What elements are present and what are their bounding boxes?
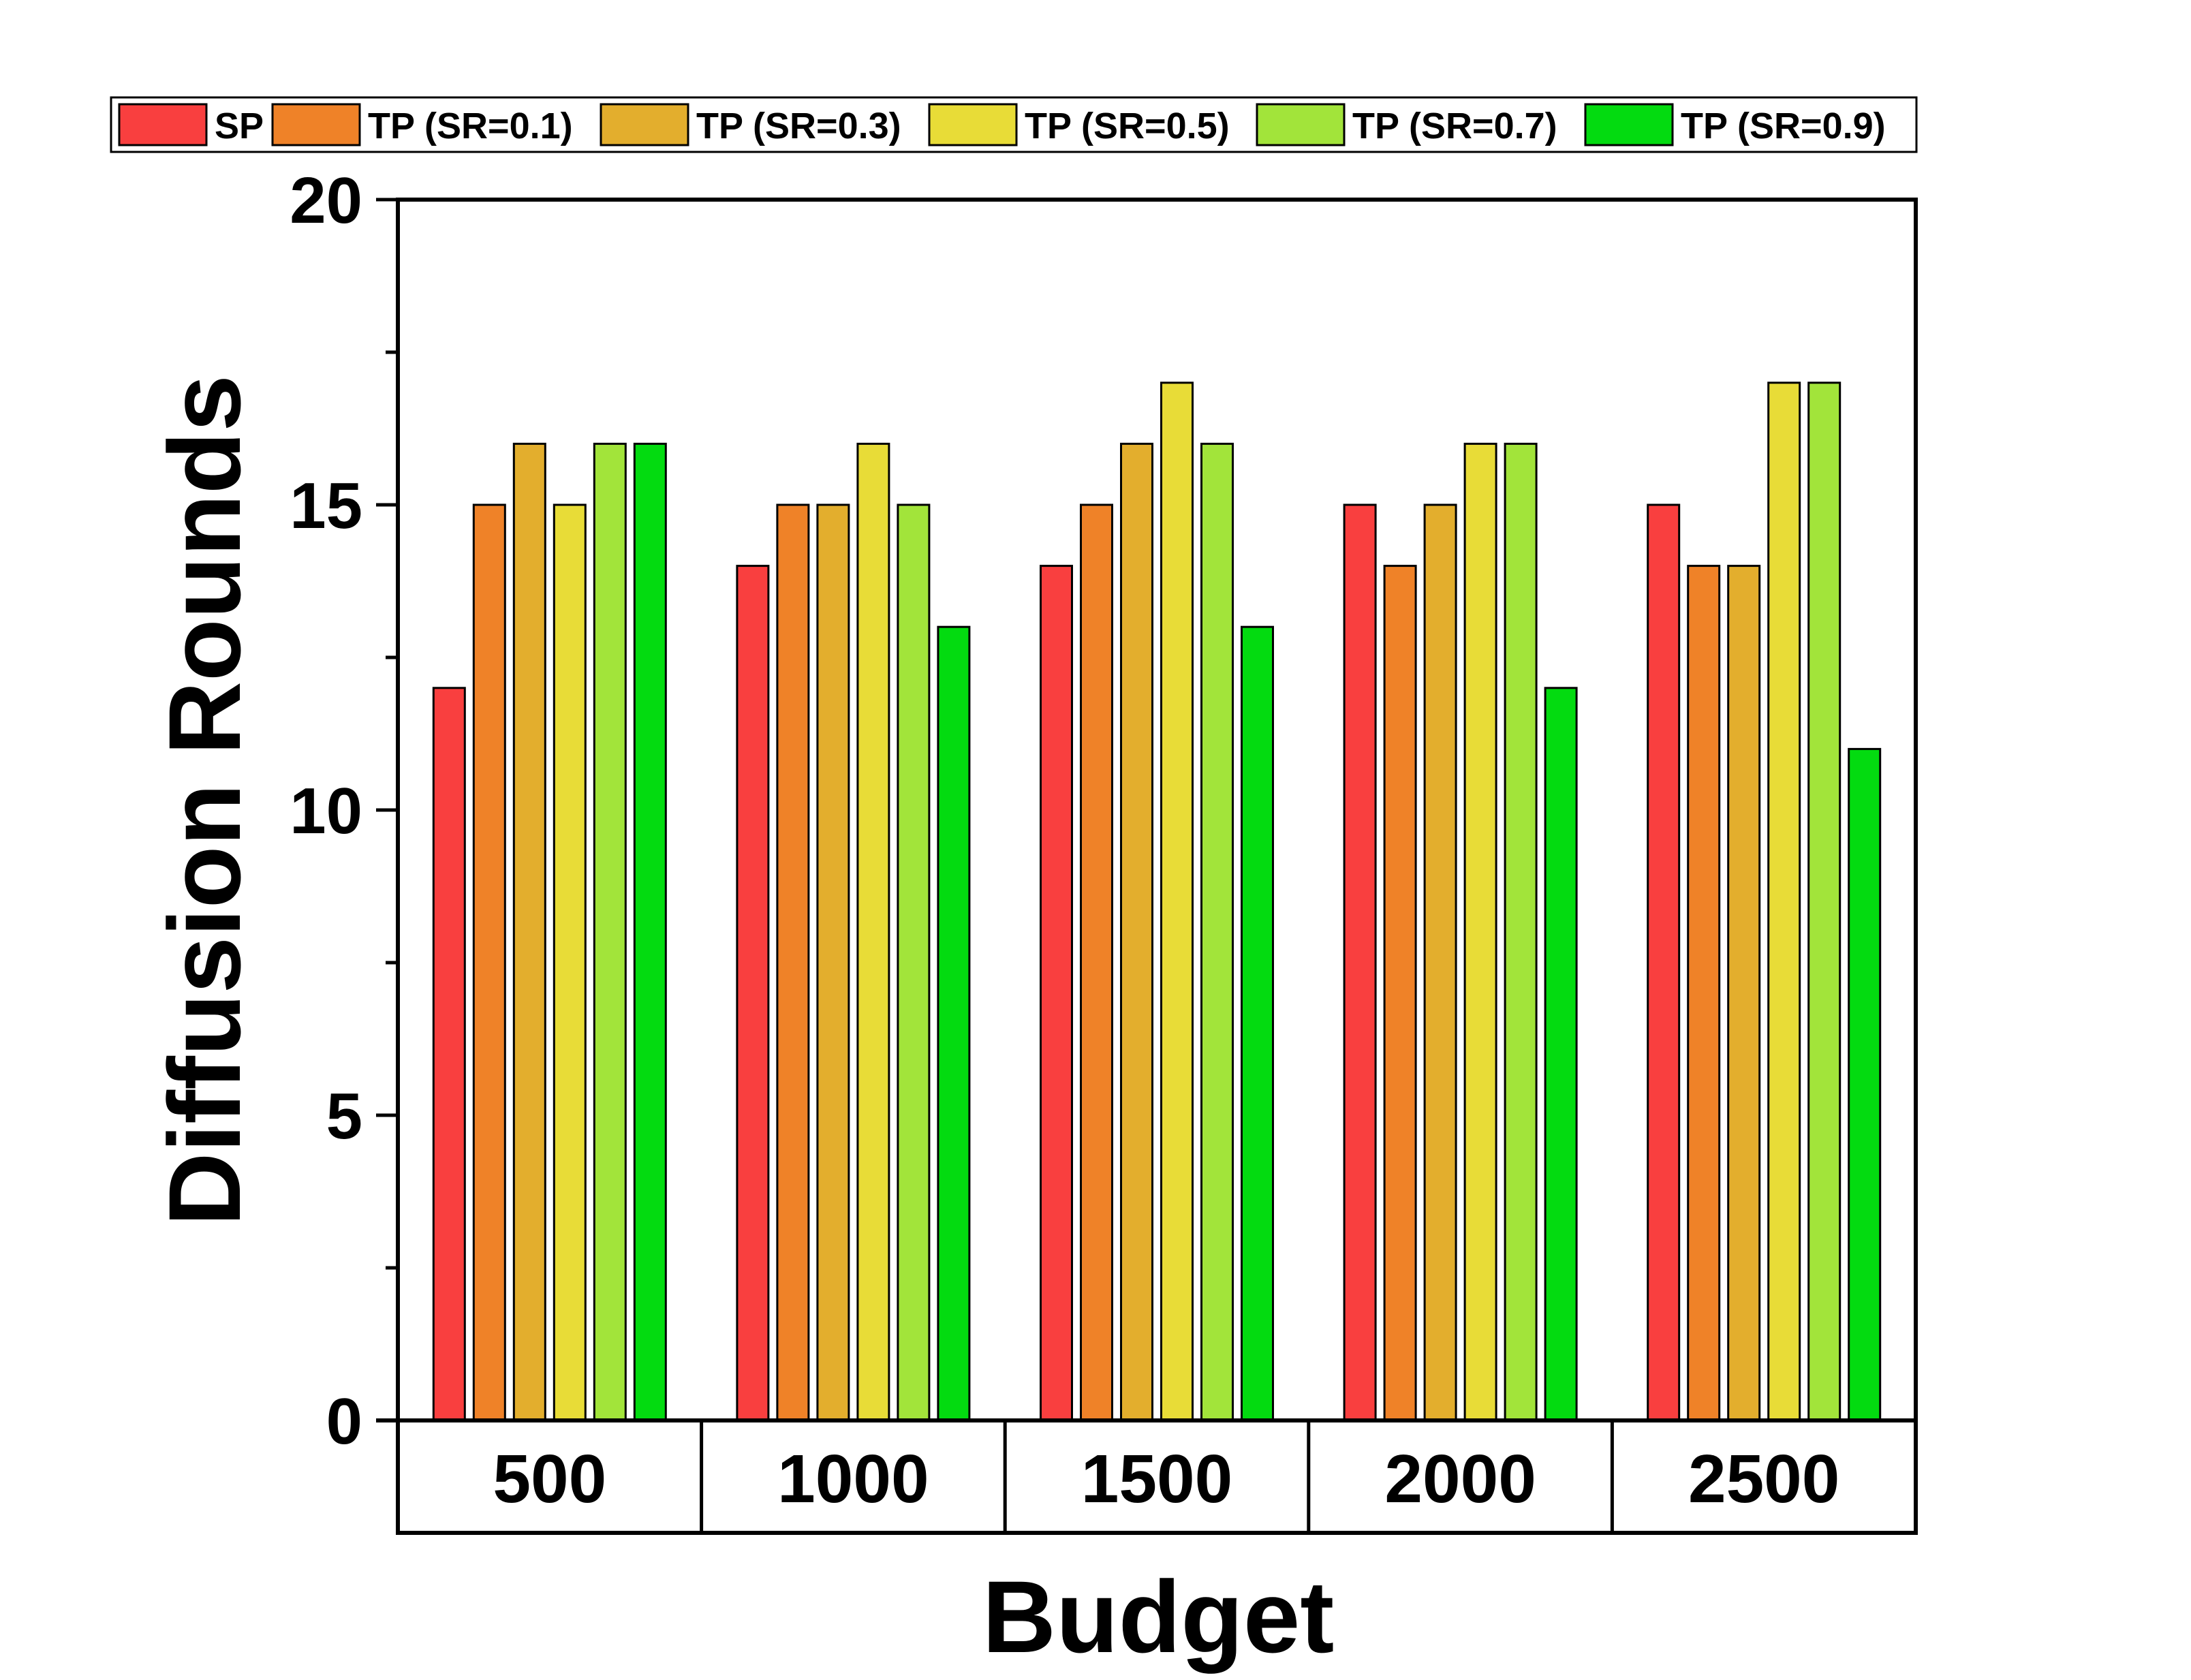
legend-label-tp-sr-0-3: TP (SR=0.3): [696, 106, 901, 146]
bar-group-1500: [1040, 382, 1274, 1422]
bar-tp-sr-0-9-1500[interactable]: [1241, 625, 1274, 1422]
bar-tp-sr-0-5-2500[interactable]: [1767, 382, 1801, 1422]
bar-sp-500[interactable]: [432, 687, 466, 1422]
bar-tp-sr-0-1-500[interactable]: [472, 503, 506, 1422]
legend-label-tp-sr-0-5: TP (SR=0.5): [1025, 106, 1230, 146]
bar-group-1000: [736, 442, 971, 1422]
bar-tp-sr-0-9-500[interactable]: [633, 442, 667, 1422]
y-tick-label-10: 10: [290, 775, 362, 847]
bar-tp-sr-0-9-2500[interactable]: [1848, 747, 1882, 1422]
legend-item-tp-sr-0-5[interactable]: TP (SR=0.5): [928, 103, 1230, 146]
bar-tp-sr-0-3-1500[interactable]: [1120, 442, 1153, 1422]
x-tick-label-2500: 2500: [1688, 1441, 1839, 1517]
bar-tp-sr-0-1-2500[interactable]: [1687, 565, 1721, 1422]
y-tick-label-15: 15: [290, 469, 362, 542]
x-axis-label: Budget: [982, 1559, 1335, 1674]
legend-label-tp-sr-0-1: TP (SR=0.1): [368, 106, 573, 146]
legend-swatch-tp-sr-0-5: [928, 103, 1018, 146]
y-axis-label: Diffusion Rounds: [147, 375, 262, 1226]
legend-label-tp-sr-0-7: TP (SR=0.7): [1352, 106, 1557, 146]
bar-tp-sr-0-1-1500[interactable]: [1080, 503, 1113, 1422]
bar-tp-sr-0-3-2000[interactable]: [1423, 503, 1457, 1422]
plot-area: [432, 382, 1882, 1422]
bar-tp-sr-0-3-500[interactable]: [512, 442, 546, 1422]
bar-tp-sr-0-1-1000[interactable]: [776, 503, 810, 1422]
y-tick-label-0: 0: [326, 1385, 362, 1458]
x-tick-label-2000: 2000: [1384, 1441, 1536, 1517]
y-tick-label-5: 5: [326, 1080, 362, 1153]
bar-tp-sr-0-5-1000[interactable]: [856, 442, 890, 1422]
x-tick-label-1000: 1000: [777, 1441, 929, 1517]
y-axis: 0 5 10 15 20: [290, 164, 1918, 1533]
legend-swatch-tp-sr-0-3: [600, 103, 689, 146]
legend-item-tp-sr-0-7[interactable]: TP (SR=0.7): [1256, 103, 1557, 146]
bar-tp-sr-0-7-1500[interactable]: [1200, 442, 1234, 1422]
legend-item-tp-sr-0-3[interactable]: TP (SR=0.3): [600, 103, 901, 146]
bar-sp-1000[interactable]: [736, 565, 770, 1422]
bar-sp-1500[interactable]: [1040, 565, 1073, 1422]
bar-tp-sr-0-9-1000[interactable]: [937, 625, 971, 1422]
bar-tp-sr-0-3-1000[interactable]: [816, 503, 850, 1422]
bar-group-2000: [1343, 442, 1578, 1422]
legend-label-tp-sr-0-9: TP (SR=0.9): [1681, 106, 1886, 146]
bar-tp-sr-0-9-2000[interactable]: [1544, 687, 1578, 1422]
legend-swatch-sp: [118, 103, 208, 146]
y-tick-label-20: 20: [290, 164, 362, 237]
bar-group-2500: [1647, 382, 1882, 1422]
bar-group-500: [432, 442, 667, 1422]
x-axis: 500 1000 1500 2000 2500: [376, 1418, 1918, 1535]
legend-item-tp-sr-0-1[interactable]: TP (SR=0.1): [271, 103, 573, 146]
bar-tp-sr-0-7-2000[interactable]: [1504, 442, 1538, 1422]
bar-tp-sr-0-7-500[interactable]: [593, 442, 627, 1422]
bar-tp-sr-0-3-2500[interactable]: [1727, 565, 1761, 1422]
x-tick-label-1500: 1500: [1081, 1441, 1232, 1517]
legend-swatch-tp-sr-0-1: [271, 103, 361, 146]
bar-sp-2000[interactable]: [1343, 503, 1377, 1422]
bar-tp-sr-0-5-2000[interactable]: [1463, 442, 1497, 1422]
legend-item-tp-sr-0-9[interactable]: TP (SR=0.9): [1584, 103, 1886, 146]
legend-item-sp[interactable]: SP: [118, 103, 264, 146]
bar-tp-sr-0-5-1500[interactable]: [1160, 382, 1194, 1422]
legend-swatch-tp-sr-0-7: [1256, 103, 1346, 146]
bar-tp-sr-0-7-1000[interactable]: [897, 503, 931, 1422]
legend-swatch-tp-sr-0-9: [1584, 103, 1674, 146]
legend: SP TP (SR=0.1) TP (SR=0.3) TP (SR=0.5) TP (S…: [110, 96, 1918, 153]
bar-sp-2500[interactable]: [1647, 503, 1681, 1422]
bar-tp-sr-0-5-500[interactable]: [553, 503, 587, 1422]
legend-label-sp: SP: [215, 106, 264, 146]
bar-tp-sr-0-7-2500[interactable]: [1807, 382, 1842, 1422]
bar-tp-sr-0-1-2000[interactable]: [1383, 565, 1417, 1422]
x-tick-label-500: 500: [493, 1441, 606, 1517]
